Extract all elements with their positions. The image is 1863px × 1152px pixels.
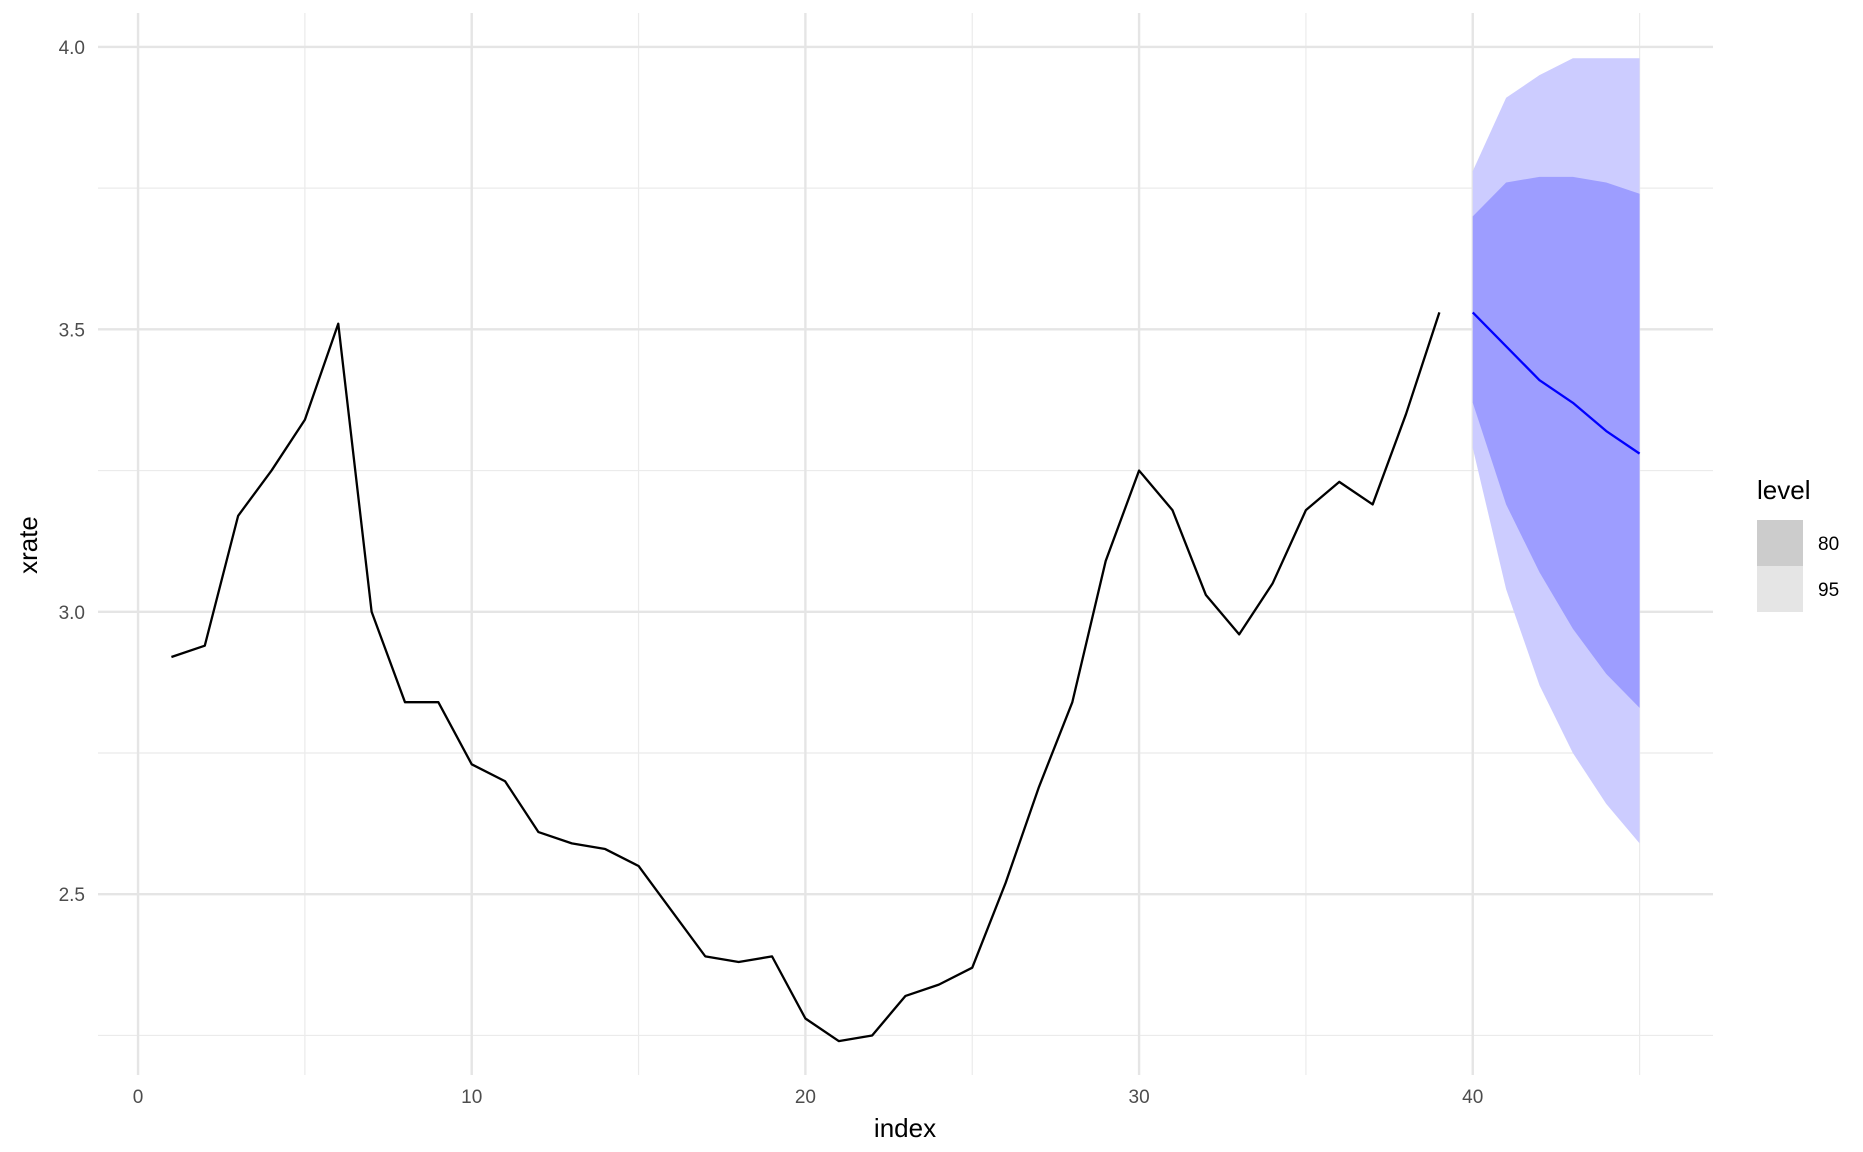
y-axis-title: xrate [13, 516, 43, 574]
forecast-line [1471, 311, 1641, 455]
x-tick-label: 0 [133, 1087, 144, 1108]
legend-label-95: 95 [1818, 580, 1839, 601]
series-lines [171, 311, 1641, 1043]
legend: level 80 95 [1757, 475, 1839, 612]
interval-band-80 [1472, 176, 1640, 708]
x-axis-title: index [874, 1113, 936, 1143]
legend-key-80 [1757, 520, 1803, 566]
x-tick-label: 40 [1462, 1087, 1483, 1108]
grid [98, 13, 1713, 1075]
legend-title: level [1757, 475, 1810, 505]
forecast-intervals [1472, 58, 1640, 844]
y-tick-label: 3.0 [59, 603, 85, 624]
tick-labels: 0 10 20 30 40 2.5 3.0 3.5 4.0 [59, 38, 1484, 1108]
legend-label-80: 80 [1818, 534, 1839, 555]
observed-line [171, 312, 1441, 1043]
x-tick-label: 10 [461, 1087, 482, 1108]
y-tick-label: 2.5 [59, 885, 85, 906]
legend-key-95 [1757, 566, 1803, 612]
x-tick-label: 20 [795, 1087, 816, 1108]
y-tick-label: 4.0 [59, 38, 85, 59]
y-tick-label: 3.5 [59, 320, 85, 341]
x-tick-label: 30 [1129, 1087, 1150, 1108]
